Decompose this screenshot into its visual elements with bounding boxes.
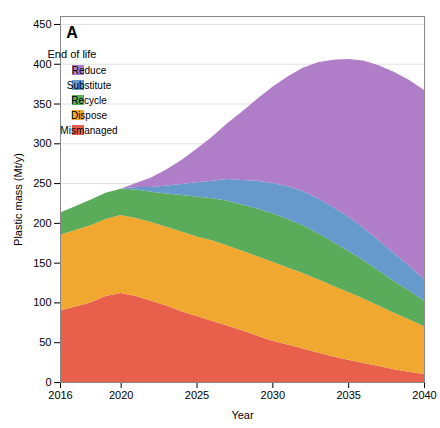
svg-text:Plastic mass (Mt/y): Plastic mass (Mt/y) <box>12 153 24 246</box>
svg-text:300: 300 <box>33 137 51 149</box>
svg-text:End of life: End of life <box>48 48 97 60</box>
svg-text:Reduce: Reduce <box>72 65 107 76</box>
svg-text:2030: 2030 <box>261 389 285 401</box>
svg-text:200: 200 <box>33 217 51 229</box>
svg-text:2016: 2016 <box>48 389 72 401</box>
svg-text:50: 50 <box>39 336 51 348</box>
svg-text:2035: 2035 <box>336 389 360 401</box>
svg-text:350: 350 <box>33 98 51 110</box>
svg-text:Dispose: Dispose <box>71 110 108 121</box>
svg-text:0: 0 <box>45 376 51 388</box>
svg-text:Mismanaged: Mismanaged <box>60 125 117 136</box>
svg-text:2020: 2020 <box>109 389 133 401</box>
svg-text:150: 150 <box>33 257 51 269</box>
svg-text:100: 100 <box>33 296 51 308</box>
svg-text:Year: Year <box>231 409 254 421</box>
svg-text:2025: 2025 <box>185 389 209 401</box>
svg-text:Substitute: Substitute <box>67 80 112 91</box>
svg-text:A: A <box>66 24 78 41</box>
svg-text:250: 250 <box>33 177 51 189</box>
svg-text:400: 400 <box>33 57 52 70</box>
svg-text:Recycle: Recycle <box>71 95 107 106</box>
svg-text:2040: 2040 <box>412 389 436 401</box>
svg-text:450: 450 <box>33 18 51 30</box>
